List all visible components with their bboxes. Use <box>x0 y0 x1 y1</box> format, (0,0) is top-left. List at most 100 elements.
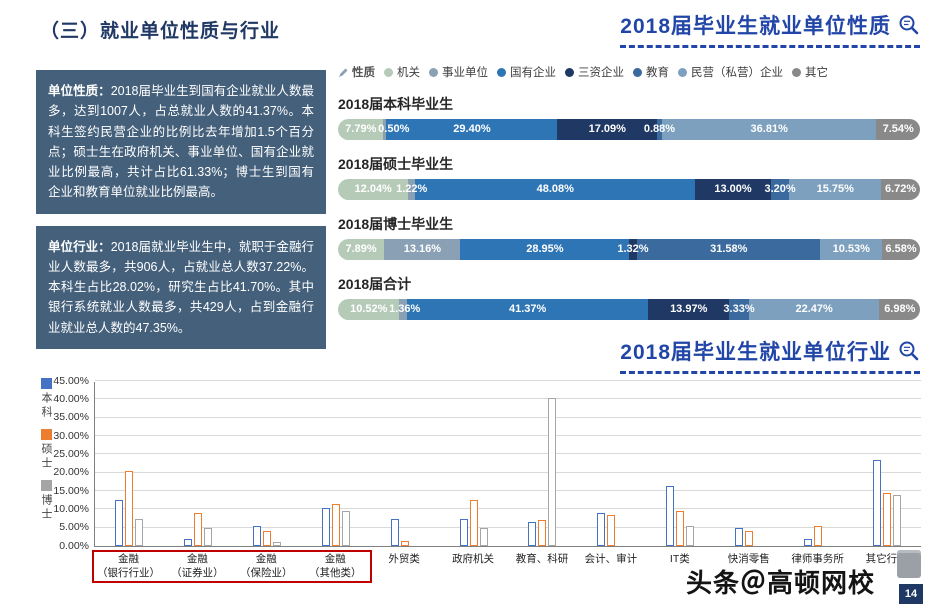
bar-segment <box>383 119 387 140</box>
label-line: 教育、科研 <box>515 553 569 565</box>
employment-industry-chart: 本科 硕士 博士 0.00% 5.00% 10.00% 15.00% 20.00% 25.00… <box>30 374 927 602</box>
bar <box>744 531 753 546</box>
y-axis-label: 10.00% <box>53 502 89 515</box>
gridline <box>95 380 921 381</box>
bar <box>115 500 124 546</box>
bar-segment <box>415 179 695 200</box>
bar <box>263 531 272 546</box>
legend-label: 教育 <box>646 67 669 79</box>
legend-label: 其它 <box>805 67 828 79</box>
x-axis-label: 金融 （保险业） <box>232 553 301 580</box>
x-axis-label: 金融 （其他类） <box>301 553 370 580</box>
legend-title: 性质 <box>338 64 375 80</box>
bar <box>184 538 193 546</box>
bar-group <box>852 382 921 546</box>
label-line: IT类 <box>669 553 690 565</box>
legend-label: 民营（私营）企业 <box>691 67 783 79</box>
bar-segment <box>386 119 558 140</box>
bar <box>331 503 340 546</box>
bar <box>666 485 675 546</box>
bar-segment <box>694 179 771 200</box>
chart1-title: 2018届毕业生就业单位性质 <box>620 15 891 38</box>
bar <box>734 527 743 546</box>
bar-group <box>646 382 715 546</box>
stacked-bar-group-label: 2018届博士毕业生 <box>338 216 454 232</box>
legend-item: 三资企业 <box>565 64 624 80</box>
bar <box>676 511 685 546</box>
bar-segment <box>879 299 920 320</box>
bar-value-label: 15.75% <box>816 183 854 195</box>
bar-segment <box>338 119 384 140</box>
bar <box>597 513 606 546</box>
label-line: 金融 <box>324 553 346 565</box>
label-line: （保险业） <box>240 566 293 579</box>
bar-value-label: 13.16% <box>403 243 442 255</box>
stacked-bar-group-label: 2018届硕士毕业生 <box>338 156 454 172</box>
bar-segment <box>876 119 920 140</box>
legend-item: 机关 <box>384 64 420 80</box>
bar <box>321 507 330 546</box>
y-axis-label: 5.00% <box>59 521 89 534</box>
logo-badge <box>897 550 921 578</box>
bar <box>607 514 616 546</box>
x-axis-label: 快消零售 <box>714 553 783 580</box>
info-box-text: 2018届毕业生到国有企业就业人数最多，达到1007人，占总就业人数的41.37… <box>48 84 314 200</box>
chart2-title-row: 2018届毕业生就业单位行业 <box>338 336 920 374</box>
gridline <box>95 453 921 455</box>
y-axis-label: 15.00% <box>53 484 89 497</box>
stacked-bar-group: 2018届博士毕业生 7.89% 13.16% 28.95% 1.32% 31.58% 10… <box>338 214 920 260</box>
magnifier-icon <box>898 340 920 362</box>
legend-label: 事业单位 <box>442 67 488 79</box>
bar-value-label: 28.95% <box>526 243 564 255</box>
stacked-bar-group: 2018届合计 10.52% 1.36% 41.37% 13.97% 3.33% 22.47… <box>338 274 920 320</box>
left-panel: 单位性质：2018届毕业生到国有企业就业人数最多，达到1007人，占总就业人数的… <box>36 70 326 349</box>
bar-segment <box>338 299 400 320</box>
legend-dot <box>497 67 506 77</box>
x-axis-label: IT类 <box>645 553 714 580</box>
bar-group <box>370 382 439 546</box>
stacked-bar-chart: 2018届本科毕业生 7.79% 0.50% 29.40% 17.09% 0.88% 36.… <box>338 94 920 320</box>
bar-group <box>783 382 852 546</box>
gridline <box>95 398 921 400</box>
employment-nature-chart: 2018届毕业生就业单位性质 性质 机关 事业单位 国有企业 三资企业 教育 民营（私营）… <box>338 10 920 320</box>
bar-group <box>508 382 577 546</box>
gridline <box>95 471 921 473</box>
bar-value-label: 0.50% <box>378 123 410 135</box>
bar-group <box>95 382 164 546</box>
info-box-text: 2018届就业毕业生中，就职于金融行业人数最多，共906人，占就业总人数37.2… <box>48 239 314 335</box>
info-box-lead: 单位行业： <box>48 239 111 254</box>
info-box-unit-industry: 单位行业：2018届就业毕业生中，就职于金融行业人数最多，共906人，占就业总人… <box>36 225 326 349</box>
bar-segment <box>383 239 461 260</box>
legend-label: 机关 <box>397 67 420 79</box>
bar-segment <box>820 239 882 260</box>
info-box-lead: 单位性质： <box>48 84 111 98</box>
chart2-title-wrap: 2018届毕业生就业单位行业 <box>620 336 920 374</box>
legend-item: 教育 <box>633 64 669 80</box>
bar-value-label: 6.72% <box>885 183 917 195</box>
bar-segment <box>748 299 880 320</box>
y-axis-label: 30.00% <box>53 429 89 442</box>
bar-value-label: 13.00% <box>714 183 752 195</box>
bar-segment <box>338 239 384 260</box>
bar-group <box>301 382 370 546</box>
bar-value-label: 22.47% <box>795 303 833 315</box>
legend-swatch <box>40 378 52 389</box>
stacked-bar: 12.04% 1.22% 48.08% 13.00% 3.20% 15.75% 6.72% <box>338 179 920 200</box>
bar-value-label: 48.08% <box>536 183 574 195</box>
bar <box>253 525 262 546</box>
bar <box>469 500 478 546</box>
bar-value-label: 3.20% <box>764 183 796 195</box>
y-axis-label: 45.00% <box>53 374 89 387</box>
bar-value-label: 13.97% <box>670 303 708 315</box>
label-line: 会计、审计 <box>584 553 638 565</box>
y-axis-label: 0.00% <box>59 539 89 552</box>
bar-value-label: 1.32% <box>617 243 649 255</box>
chart1-legend: 性质 机关 事业单位 国有企业 三资企业 教育 民营（私营）企业 其它 <box>338 64 920 80</box>
bar <box>459 518 468 546</box>
magnifier-icon <box>898 14 920 36</box>
stacked-bar-group-label: 2018届合计 <box>338 276 412 292</box>
bar <box>194 513 203 546</box>
chart1-title-wrap: 2018届毕业生就业单位性质 <box>620 10 920 48</box>
bar-value-label: 1.36% <box>389 303 421 315</box>
legend-dot <box>384 67 393 77</box>
